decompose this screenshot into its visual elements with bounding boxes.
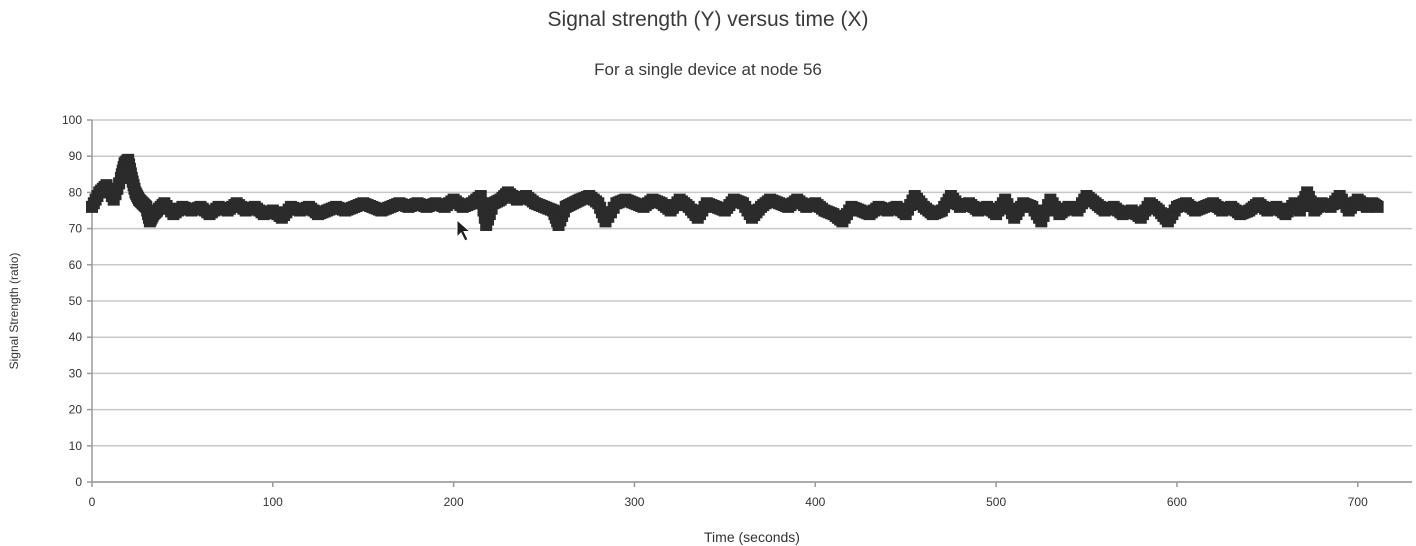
x-tick-label: 500 [986,495,1006,509]
x-tick-label: 200 [444,495,464,509]
y-tick-label: 10 [69,439,83,453]
x-tick-label: 300 [624,495,644,509]
cursor-arrow [456,218,472,242]
y-tick-label: 80 [69,185,83,199]
y-tick-label: 70 [69,222,83,236]
chart-subtitle: For a single device at node 56 [594,60,822,79]
x-tick-label: 400 [805,495,825,509]
y-tick-label: 40 [69,330,83,344]
chart-title: Signal strength (Y) versus time (X) [547,8,869,31]
y-tick-label: 100 [62,113,82,127]
mouse-pointer-icon [456,218,472,242]
y-tick-label: 50 [69,294,83,308]
y-axis-label: Signal Strength (ratio) [7,253,21,370]
y-tick-label: 60 [69,258,83,272]
x-axis-label: Time (seconds) [704,529,800,545]
y-tick-label: 20 [69,403,83,417]
x-tick-label: 0 [89,495,96,509]
x-tick-label: 700 [1348,495,1368,509]
y-tick-label: 0 [75,475,82,489]
data-point [1371,200,1384,213]
y-tick-label: 90 [69,149,83,163]
grid [92,119,1412,483]
x-tick-label: 100 [263,495,283,509]
x-tick-labels: 0 100 200 300 400 500 600 700 [89,482,1368,509]
y-tick-label: 30 [69,366,83,380]
x-tick-label: 600 [1167,495,1187,509]
y-tick-labels: 0 10 20 30 40 50 60 70 80 90 100 [62,113,92,489]
data-points [86,153,1384,231]
